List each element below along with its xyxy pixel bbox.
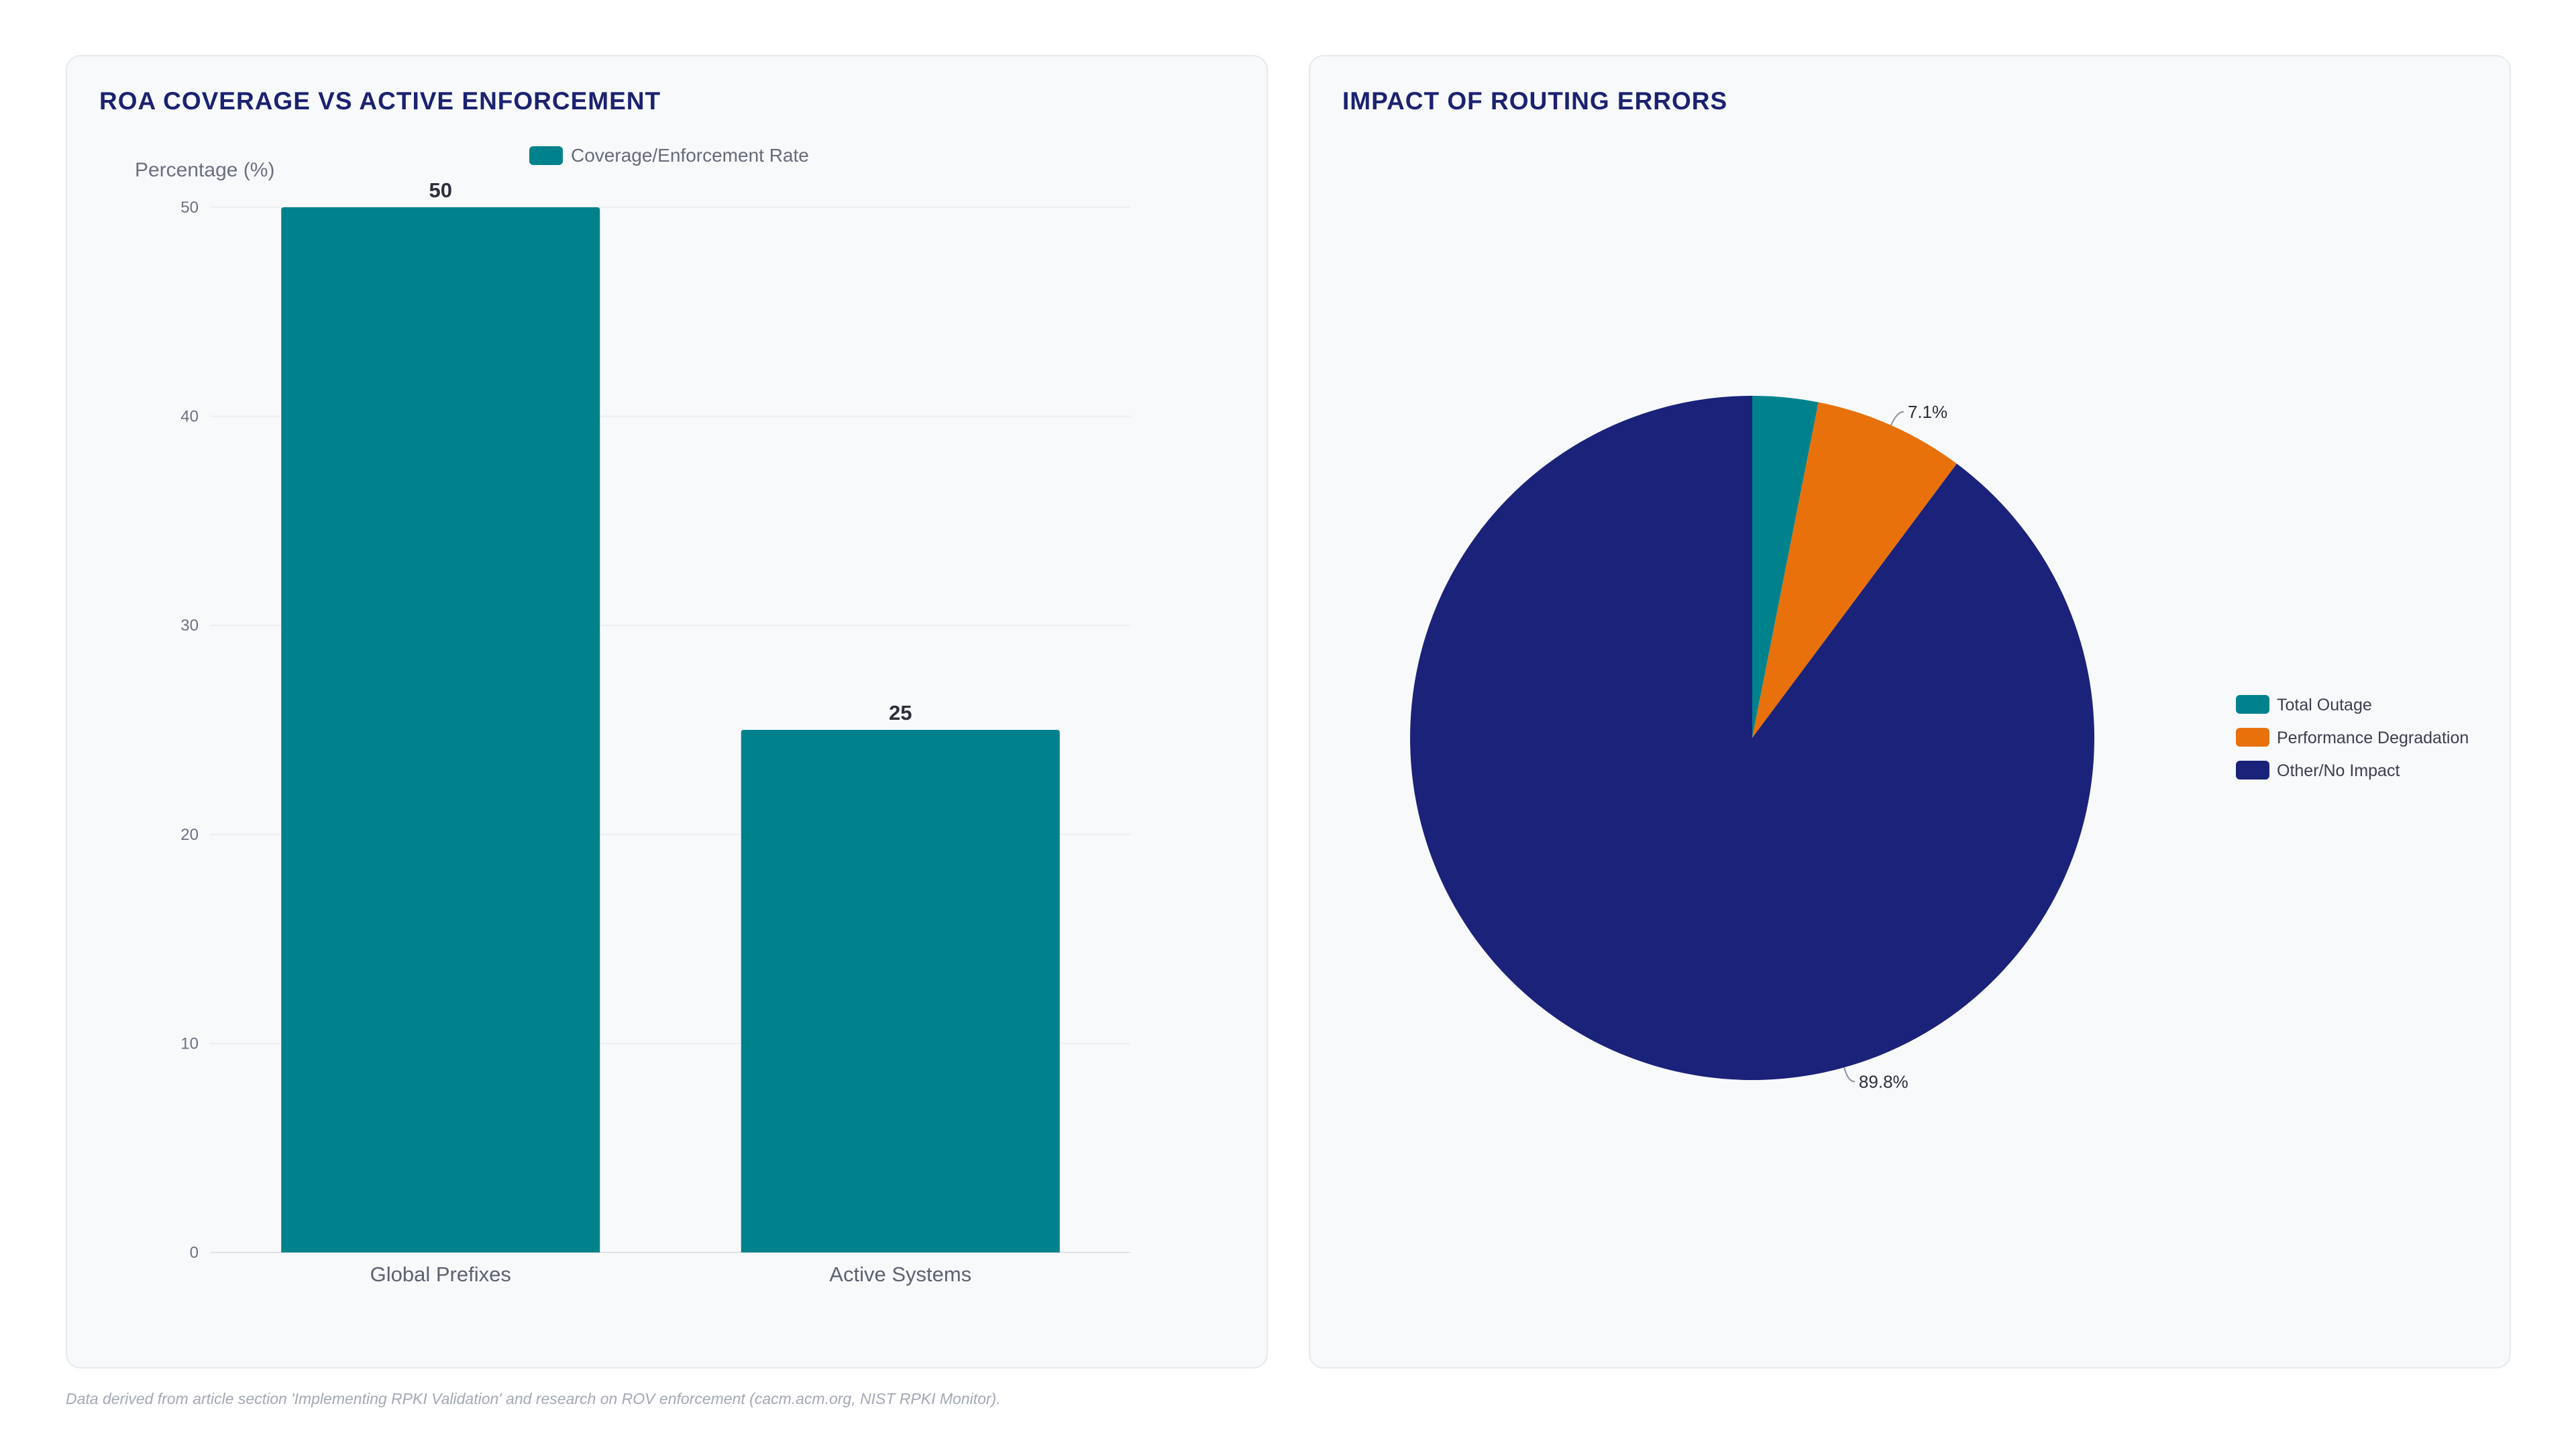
y-axis-label: Percentage (%) [135, 159, 274, 181]
legend-label: Other/No Impact [2277, 761, 2400, 780]
legend-label: Coverage/Enforcement Rate [571, 145, 809, 166]
legend-swatch [2236, 761, 2269, 780]
x-tick-label: Active Systems [829, 1263, 971, 1286]
pie-chart-title: IMPACT OF ROUTING ERRORS [1342, 87, 1728, 115]
bar-chart-title: ROA COVERAGE VS ACTIVE ENFORCEMENT [99, 87, 661, 115]
pie-data-label: 7.1% [1908, 402, 1947, 422]
pie-slice [1752, 402, 1957, 738]
y-tick-label: 50 [180, 199, 199, 217]
pie-label-leader [1843, 1067, 1856, 1083]
pie-chart: 7.1% 89.8% Total Outage Performance Degrada… [1409, 396, 2469, 1091]
pie-slice [1752, 396, 1819, 738]
bar-data-label: 50 [429, 178, 452, 202]
source-footnote: Data derived from article section 'Imple… [66, 1390, 1001, 1407]
legend-swatch [529, 146, 563, 165]
legend-label: Performance Degradation [2277, 729, 2469, 747]
y-tick-label: 20 [180, 826, 199, 844]
pie-label-leader [1890, 411, 1904, 426]
bar [281, 207, 600, 1252]
bar-chart: 0 10 20 30 40 50 Percentage (%) Coverage/Enforc… [135, 145, 1130, 1286]
pie-chart-panel: IMPACT OF ROUTING ERRORS 7.1% 89.8% Total … [1309, 55, 2511, 1368]
bar-data-label: 25 [889, 701, 912, 724]
legend-swatch [2236, 728, 2269, 747]
legend-swatch [2236, 695, 2269, 714]
y-tick-label: 40 [180, 408, 199, 426]
x-tick-label: Global Prefixes [370, 1263, 511, 1286]
pie-slice [1409, 396, 2094, 1080]
pie-data-label: 89.8% [1859, 1071, 1909, 1091]
y-tick-label: 0 [190, 1244, 199, 1262]
y-tick-label: 30 [180, 616, 199, 635]
bar-chart-panel: ROA COVERAGE VS ACTIVE ENFORCEMENT 0 10 20… [66, 55, 1268, 1368]
bar [741, 730, 1060, 1252]
legend-label: Total Outage [2277, 696, 2372, 714]
y-tick-label: 10 [180, 1034, 199, 1053]
